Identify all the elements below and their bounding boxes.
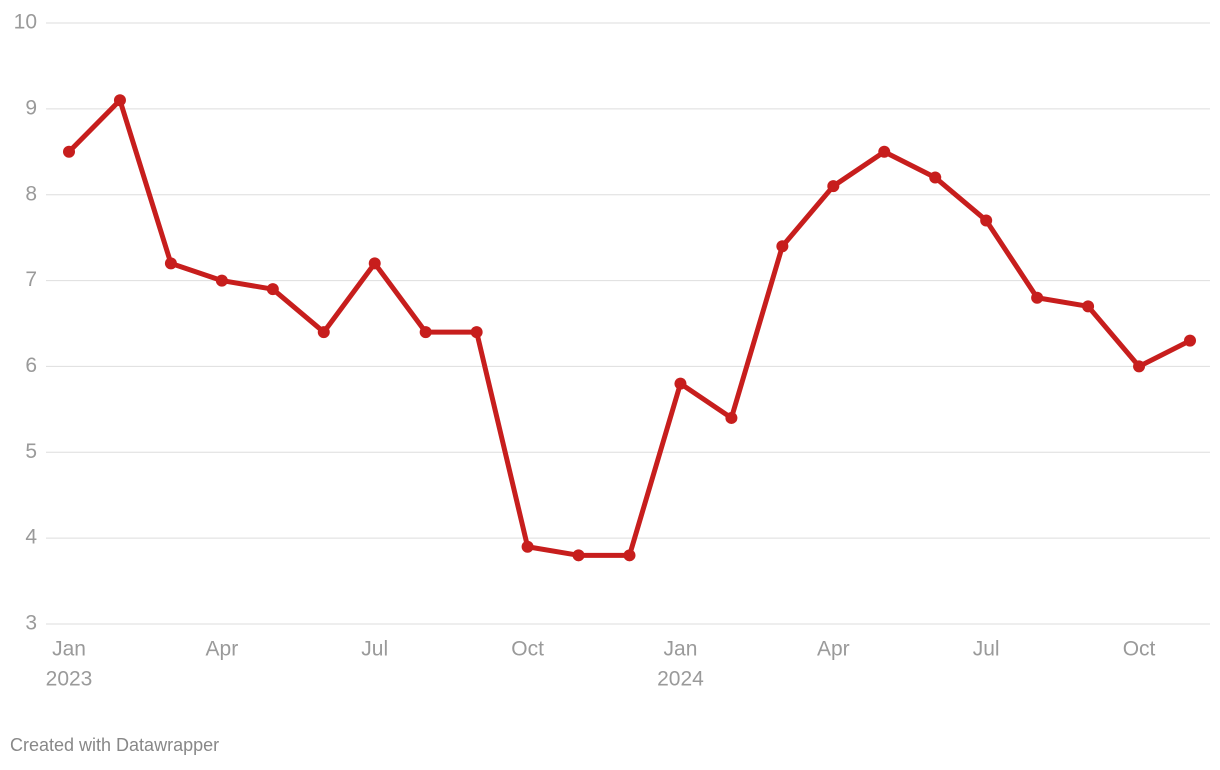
point [776,240,789,253]
x-tick-label: Apr [817,638,850,661]
y-tick-label: 7 [25,268,37,291]
y-tick-label: 5 [25,440,37,463]
point [980,214,993,227]
point [164,257,177,270]
x-year-label: 2023 [46,668,93,691]
y-tick-label: 8 [25,182,37,205]
x-tick-label: Oct [1123,638,1156,661]
point [725,411,738,424]
x-tick-label: Jan [52,638,86,661]
x-tick-label: Jul [973,638,1000,661]
point [929,171,942,184]
y-tick-label: 10 [14,11,37,34]
x-year-label: 2024 [657,668,704,691]
point [470,326,483,339]
point [827,180,840,193]
point [521,540,534,553]
point [623,549,636,562]
x-tick-label: Jul [361,638,388,661]
point [368,257,381,270]
point [1184,334,1196,347]
point [878,145,891,158]
point [266,283,279,296]
y-tick-label: 4 [25,526,37,549]
point [63,145,75,158]
point [1133,360,1146,373]
point [113,94,126,107]
line [66,97,1193,558]
point [317,326,330,339]
x-tick-label: Oct [511,638,544,661]
y-tick-label: 6 [25,354,37,377]
credit: Created with Datawrapper [10,735,219,755]
x-tick-label: Apr [206,638,239,661]
y-tick-label: 9 [25,96,37,119]
point [419,326,432,339]
point [674,377,687,390]
point [572,549,585,562]
point [1082,300,1095,313]
y-tick-label: 3 [25,612,37,635]
x-tick-label: Jan [664,638,698,661]
point [215,274,228,287]
point [1031,291,1044,304]
